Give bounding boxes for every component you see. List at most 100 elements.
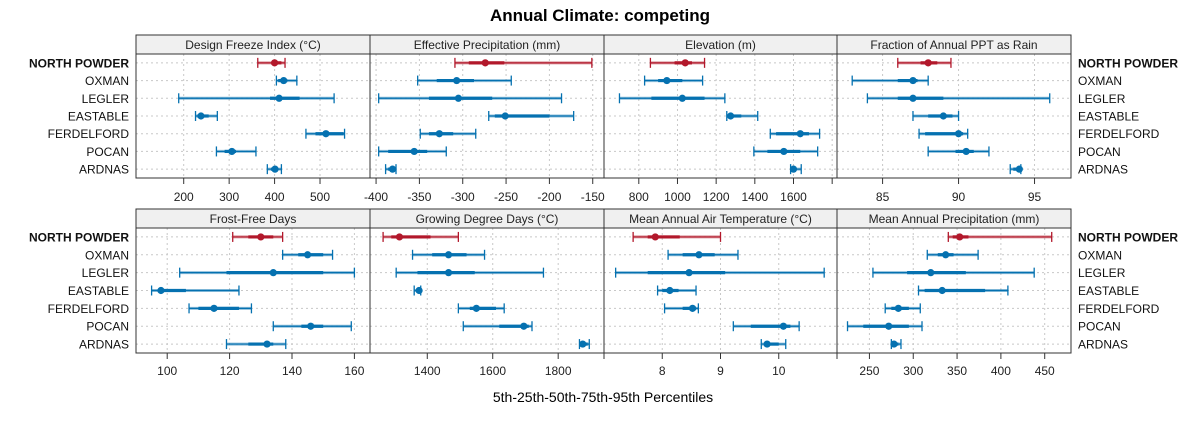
row-label-right: OXMAN xyxy=(1078,74,1122,88)
interval-ardnas xyxy=(890,339,902,350)
interval-legler xyxy=(178,93,335,104)
interval-pocan xyxy=(927,146,990,157)
panel: Fraction of Annual PPT as Rain 85 90 95 xyxy=(836,34,1072,204)
median-point xyxy=(197,112,205,120)
interval-ardnas xyxy=(384,164,397,175)
interval-eastable xyxy=(726,111,759,121)
x-tick-label: 90 xyxy=(952,190,966,204)
median-point xyxy=(663,76,671,85)
row-label-left: ARDNAS xyxy=(79,163,129,177)
median-point xyxy=(666,286,674,295)
row-label-right: POCAN xyxy=(1078,320,1121,334)
median-point xyxy=(444,251,453,259)
x-axis-label: 5th-25th-50th-75th-95th Percentiles xyxy=(493,389,713,405)
row-label-right: EASTABLE xyxy=(1078,284,1139,298)
interval-ardnas xyxy=(760,339,787,350)
x-tick-label: 95 xyxy=(1028,190,1042,204)
interval-north-powder xyxy=(649,57,706,68)
median-point xyxy=(780,147,788,156)
panel: Mean Annual Air Temperature (°C) 8 9 10 xyxy=(603,208,838,378)
row-label-right: LEGLER xyxy=(1078,266,1126,280)
x-tick-label: -250 xyxy=(494,190,518,204)
interval-ferdelford xyxy=(457,303,505,314)
interval-north-powder xyxy=(454,57,593,68)
median-point xyxy=(942,251,950,259)
median-point xyxy=(228,147,236,156)
interval-pocan xyxy=(215,146,257,157)
interval-oxman xyxy=(417,75,512,86)
median-point xyxy=(789,165,798,173)
interval-legler xyxy=(378,93,563,104)
median-point xyxy=(395,233,404,241)
interval-pocan xyxy=(378,146,447,157)
interval-pocan xyxy=(462,321,533,332)
panel-title: Fraction of Annual PPT as Rain xyxy=(870,38,1037,52)
interval-north-powder xyxy=(257,57,286,68)
row-label-right: OXMAN xyxy=(1078,248,1122,262)
row-label-right: NORTH POWDER xyxy=(1078,56,1178,70)
x-tick-label: 450 xyxy=(1035,364,1055,378)
median-point xyxy=(157,286,165,295)
panel-title: Mean Annual Precipitation (mm) xyxy=(869,212,1040,226)
panel: Effective Precipitation (mm) -400 -350 -300… xyxy=(364,34,605,204)
row-label-right: NORTH POWDER xyxy=(1078,230,1178,244)
x-tick-label: 100 xyxy=(157,364,177,378)
row-label-left: OXMAN xyxy=(85,74,129,88)
x-tick-label: 1600 xyxy=(479,364,506,378)
x-tick-label: 1800 xyxy=(545,364,572,378)
median-point xyxy=(678,94,686,102)
interval-north-powder xyxy=(382,231,460,242)
median-point xyxy=(472,304,480,312)
median-point xyxy=(520,322,528,330)
median-point xyxy=(924,59,932,67)
median-point xyxy=(307,322,315,330)
x-tick-label: 1200 xyxy=(703,190,730,204)
interval-legler xyxy=(618,93,726,104)
median-point xyxy=(270,59,279,67)
interval-oxman xyxy=(851,75,929,86)
median-point xyxy=(263,340,271,348)
interval-eastable xyxy=(194,111,218,121)
row-label-left: LEGLER xyxy=(82,92,130,106)
panel-title: Frost-Free Days xyxy=(210,212,297,226)
median-point xyxy=(939,112,947,120)
x-tick-label: 200 xyxy=(174,190,194,204)
median-point xyxy=(1015,165,1023,173)
x-tick-label: 10 xyxy=(772,364,786,378)
row-label-right: LEGLER xyxy=(1078,92,1126,106)
x-tick-label: 800 xyxy=(629,190,649,204)
x-tick-label: 9 xyxy=(717,364,724,378)
interval-eastable xyxy=(150,285,240,296)
x-tick-label: 400 xyxy=(265,190,285,204)
median-point xyxy=(695,251,703,259)
row-label-left: FERDELFORD xyxy=(48,127,130,141)
interval-north-powder xyxy=(897,57,952,68)
interval-eastable xyxy=(656,285,697,296)
median-point xyxy=(962,147,970,156)
row-label-left: POCAN xyxy=(86,145,129,159)
panel-title: Design Freeze Index (°C) xyxy=(185,38,321,52)
x-tick-label: 160 xyxy=(344,364,364,378)
median-point xyxy=(435,130,443,138)
interval-legler xyxy=(395,267,545,278)
panels-group: Design Freeze Index (°C) 200 300 400 500 Effe… xyxy=(135,34,1072,378)
interval-ardnas xyxy=(266,164,283,175)
x-tick-label: 1000 xyxy=(664,190,691,204)
interval-pocan xyxy=(272,321,352,332)
median-point xyxy=(304,251,312,259)
row-label-right: ARDNAS xyxy=(1078,338,1128,352)
interval-ferdelford xyxy=(884,303,921,314)
interval-oxman xyxy=(643,75,704,86)
x-tick-label: 350 xyxy=(947,364,967,378)
interval-ferdelford xyxy=(918,128,969,139)
interval-ardnas xyxy=(578,339,590,350)
median-point xyxy=(388,165,397,173)
median-point xyxy=(688,304,697,312)
row-label-right: FERDELFORD xyxy=(1078,127,1160,141)
interval-eastable xyxy=(912,111,960,121)
median-point xyxy=(685,269,693,277)
median-point xyxy=(275,94,283,102)
median-point xyxy=(885,322,893,330)
